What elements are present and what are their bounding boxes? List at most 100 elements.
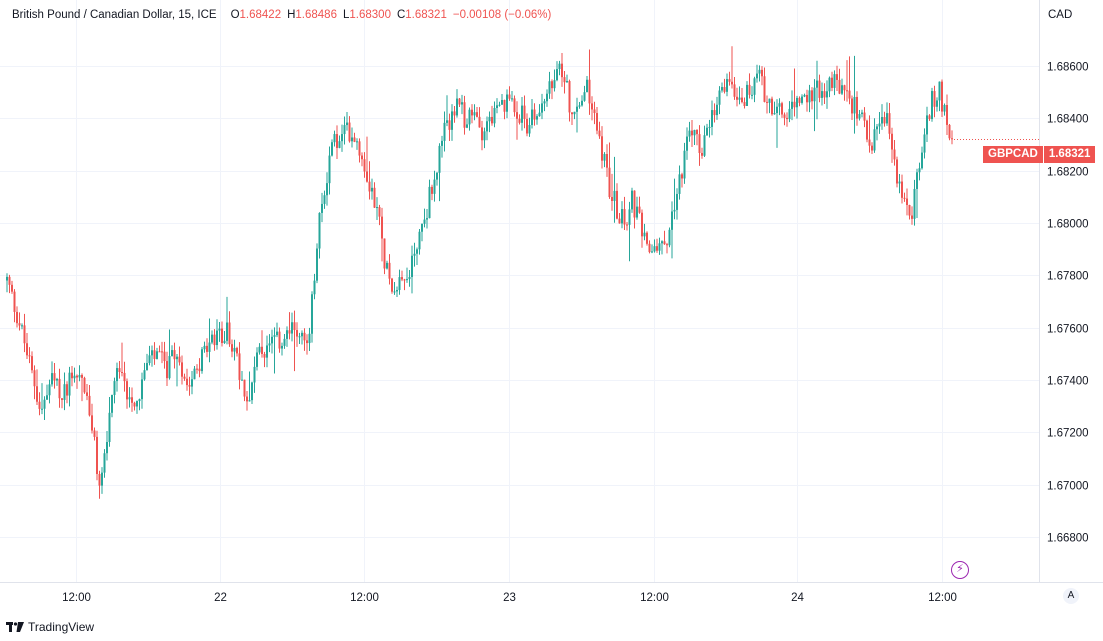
candle-body — [361, 155, 363, 160]
candle-body — [246, 396, 248, 402]
candle-body — [928, 115, 931, 120]
candle-body — [918, 168, 921, 173]
candle — [671, 201, 673, 259]
candle — [916, 168, 918, 218]
candle-body — [476, 112, 478, 117]
candle-body — [851, 98, 853, 114]
candle — [366, 136, 368, 183]
candle-body — [796, 97, 798, 108]
candle — [576, 97, 578, 133]
candle — [663, 230, 666, 245]
last-price-symbol: GBPCAD — [983, 146, 1044, 163]
y-tick-label: 1.66800 — [1047, 533, 1089, 545]
candle — [713, 103, 716, 123]
candle-body — [661, 241, 663, 244]
candle-body — [313, 280, 316, 295]
candle-body — [233, 347, 236, 352]
candle-body — [328, 155, 331, 184]
candle-body — [561, 63, 563, 78]
candle — [28, 347, 31, 364]
candle-body — [726, 79, 728, 92]
candle-body — [41, 408, 43, 410]
candle-body — [766, 101, 768, 103]
candle — [393, 282, 396, 295]
candle-body — [413, 253, 416, 256]
candle — [363, 152, 366, 178]
candle — [238, 342, 241, 390]
tradingview-logo[interactable]: TradingView — [6, 620, 94, 634]
candle-body — [451, 111, 453, 130]
candle-body — [96, 436, 98, 475]
candle — [593, 101, 596, 125]
candle-body — [803, 94, 806, 97]
candle — [623, 196, 626, 231]
candle-body — [498, 104, 501, 106]
candle — [406, 267, 408, 283]
candle — [248, 371, 251, 402]
candle-body — [121, 372, 123, 374]
candle-body — [653, 246, 656, 252]
candle — [558, 60, 561, 76]
candle — [878, 112, 881, 134]
candle — [128, 387, 131, 408]
candle — [408, 270, 411, 287]
candle-body — [916, 172, 918, 189]
candle — [133, 401, 136, 411]
candle — [838, 68, 841, 95]
candle-body — [376, 207, 378, 209]
candle — [246, 391, 248, 411]
candle-body — [471, 109, 473, 116]
candle-body — [51, 373, 53, 385]
candle — [303, 328, 306, 351]
candle — [23, 313, 26, 353]
candle — [143, 362, 146, 381]
candle — [736, 87, 738, 107]
candles — [6, 46, 1039, 499]
candle — [458, 98, 461, 107]
candle — [436, 171, 438, 186]
symbol-title[interactable]: British Pound / Canadian Dollar, 15, ICE — [12, 9, 217, 21]
candle — [611, 173, 613, 211]
candle-body — [503, 100, 506, 112]
candle — [211, 330, 213, 345]
candle — [418, 229, 421, 255]
candle — [581, 95, 583, 107]
candle — [253, 356, 256, 393]
candle — [368, 161, 371, 200]
candle-body — [336, 134, 338, 148]
candle — [616, 183, 618, 220]
candle-body — [588, 79, 591, 104]
candle — [73, 367, 76, 383]
high-key: H — [287, 9, 296, 21]
auto-scale-button[interactable]: A — [1063, 588, 1079, 604]
candle-body — [406, 279, 408, 281]
candle — [413, 242, 416, 267]
candle-body — [756, 73, 758, 79]
candle — [783, 112, 786, 126]
candle-body — [488, 116, 491, 122]
candle — [91, 403, 93, 434]
candle — [56, 377, 58, 386]
candle — [548, 71, 551, 99]
candle-body — [546, 93, 548, 102]
lightning-icon[interactable]: ⚡ — [951, 561, 969, 579]
candle-body — [656, 246, 658, 251]
candle — [76, 374, 78, 389]
candle — [553, 69, 556, 92]
candle-body — [208, 342, 211, 352]
candle — [596, 107, 598, 135]
candle — [498, 101, 501, 107]
candle — [241, 370, 243, 381]
candle — [508, 86, 511, 101]
candle — [908, 204, 911, 220]
candle — [768, 98, 771, 114]
candle — [608, 142, 611, 199]
candle-body — [183, 376, 186, 379]
close-key: C — [396, 9, 406, 21]
candle-body — [198, 368, 201, 372]
candle-body — [621, 209, 623, 224]
currency-label[interactable]: CAD — [1048, 9, 1073, 21]
candle — [843, 84, 846, 101]
candle-body — [538, 112, 541, 117]
